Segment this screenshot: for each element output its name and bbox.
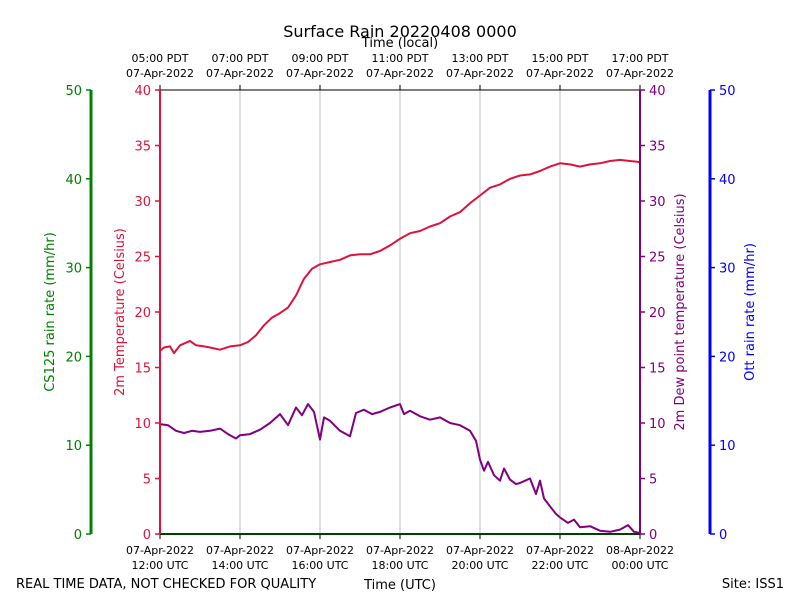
top-tick-label: 11:00 PDT bbox=[371, 52, 428, 65]
temperature-tick-label: 15 bbox=[134, 362, 151, 377]
x-tick-label: 07-Apr-2022 bbox=[526, 544, 594, 557]
dewpoint-tick-label: 40 bbox=[649, 84, 666, 99]
top-tick-label: 17:00 PDT bbox=[611, 52, 668, 65]
dewpoint-tick-label: 35 bbox=[649, 140, 666, 155]
ott-tick-label: 50 bbox=[719, 84, 736, 99]
x-tick-label: 14:00 UTC bbox=[211, 559, 268, 572]
temperature-tick-label: 0 bbox=[143, 528, 151, 543]
top-tick-label: 07-Apr-2022 bbox=[366, 67, 434, 80]
dewpoint-tick-label: 0 bbox=[649, 528, 657, 543]
temperature-tick-label: 40 bbox=[134, 84, 151, 99]
2m-dew-point-temperature-line bbox=[159, 403, 641, 534]
dewpoint-tick-label: 25 bbox=[649, 251, 666, 266]
top-tick-label: 05:00 PDT bbox=[131, 52, 188, 65]
x-tick-label: 16:00 UTC bbox=[291, 559, 348, 572]
temperature-tick-label: 25 bbox=[134, 251, 151, 266]
dewpoint-tick-label: 5 bbox=[649, 473, 657, 488]
dewpoint-tick-label: 15 bbox=[649, 362, 666, 377]
x-tick-label: 07-Apr-2022 bbox=[286, 544, 354, 557]
top-tick-label: 09:00 PDT bbox=[291, 52, 348, 65]
chart-title: Surface Rain 20220408 0000 bbox=[283, 22, 517, 41]
ott-axis-label: Ott rain rate (mm/hr) bbox=[743, 243, 758, 381]
x-tick-label: 20:00 UTC bbox=[451, 559, 508, 572]
ott-tick-label: 20 bbox=[719, 350, 736, 365]
quality-disclaimer: REAL TIME DATA, NOT CHECKED FOR QUALITY bbox=[16, 577, 316, 592]
x-tick-label: 08-Apr-2022 bbox=[606, 544, 674, 557]
top-tick-label: 07-Apr-2022 bbox=[526, 67, 594, 80]
temperature-tick-label: 20 bbox=[134, 306, 151, 321]
top-axis-label: Time (local) bbox=[361, 36, 438, 51]
top-tick-label: 13:00 PDT bbox=[451, 52, 508, 65]
x-tick-label: 00:00 UTC bbox=[611, 559, 668, 572]
ott-tick-label: 0 bbox=[719, 528, 727, 543]
x-tick-label: 07-Apr-2022 bbox=[206, 544, 274, 557]
ott-tick-label: 10 bbox=[719, 439, 736, 454]
top-tick-label: 07-Apr-2022 bbox=[206, 67, 274, 80]
cs125-tick-label: 10 bbox=[65, 439, 82, 454]
site-label: Site: ISS1 bbox=[722, 577, 784, 592]
temperature-tick-label: 10 bbox=[134, 417, 151, 432]
x-tick-label: 07-Apr-2022 bbox=[446, 544, 514, 557]
dewpoint-tick-label: 30 bbox=[649, 195, 666, 210]
dewpoint-tick-label: 20 bbox=[649, 306, 666, 321]
x-axis-label: Time (UTC) bbox=[363, 578, 436, 593]
2m-temperature-line bbox=[159, 158, 641, 355]
cs125-axis-label: CS125 rain rate (mm/hr) bbox=[43, 232, 58, 392]
top-tick-label: 07-Apr-2022 bbox=[286, 67, 354, 80]
top-tick-label: 07-Apr-2022 bbox=[126, 67, 194, 80]
x-tick-label: 18:00 UTC bbox=[371, 559, 428, 572]
temperature-tick-label: 30 bbox=[134, 195, 151, 210]
ott-tick-label: 30 bbox=[719, 262, 736, 277]
dewpoint-axis-label: 2m Dew point temperature (Celsius) bbox=[673, 193, 688, 430]
temperature-tick-label: 35 bbox=[134, 140, 151, 155]
temperature-axis-label: 2m Temperature (Celsius) bbox=[113, 228, 128, 396]
temperature-tick-label: 5 bbox=[143, 473, 151, 488]
axes: 07-Apr-2022 12:00 UTC 07-Apr-2022 14:00 UTC… bbox=[65, 52, 735, 572]
top-tick-label: 07-Apr-2022 bbox=[606, 67, 674, 80]
dewpoint-tick-label: 10 bbox=[649, 417, 666, 432]
top-tick-label: 07:00 PDT bbox=[211, 52, 268, 65]
ott-tick-label: 40 bbox=[719, 173, 736, 188]
x-tick-label: 12:00 UTC bbox=[131, 559, 188, 572]
cs125-tick-label: 40 bbox=[65, 173, 82, 188]
x-tick-label: 07-Apr-2022 bbox=[366, 544, 434, 557]
top-tick-label: 07-Apr-2022 bbox=[446, 67, 514, 80]
top-tick-label: 15:00 PDT bbox=[531, 52, 588, 65]
x-tick-label: 22:00 UTC bbox=[531, 559, 588, 572]
cs125-tick-label: 20 bbox=[65, 350, 82, 365]
cs125-tick-label: 50 bbox=[65, 84, 82, 99]
cs125-tick-label: 30 bbox=[65, 262, 82, 277]
cs125-tick-label: 0 bbox=[74, 528, 82, 543]
x-tick-label: 07-Apr-2022 bbox=[126, 544, 194, 557]
